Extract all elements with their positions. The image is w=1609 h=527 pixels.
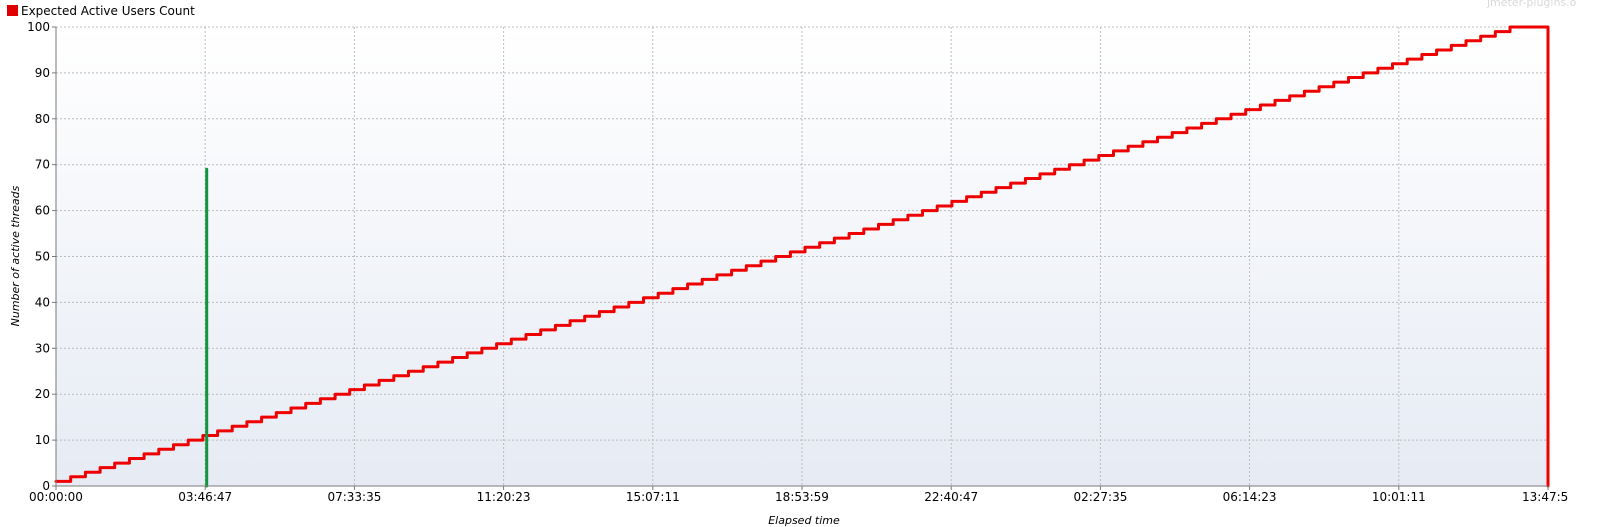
x-tick-label: 11:20:23 — [477, 490, 531, 504]
x-tick-label: 02:27:35 — [1073, 490, 1127, 504]
watermark: jmeter-plugins.o — [1486, 0, 1577, 9]
x-tick-label: 00:00:00 — [29, 490, 83, 504]
legend-label: Expected Active Users Count — [21, 4, 195, 18]
legend-swatch — [7, 5, 18, 16]
y-tick-label: 70 — [35, 158, 50, 172]
x-tick-label: 22:40:47 — [924, 490, 978, 504]
x-tick-label: 06:14:23 — [1223, 490, 1277, 504]
y-tick-label: 0 — [42, 479, 50, 493]
y-tick-label: 10 — [35, 433, 50, 447]
x-tick-label: 13:47:5 — [1522, 490, 1568, 504]
x-tick-label: 15:07:11 — [626, 490, 680, 504]
x-axis-title: Elapsed time — [768, 514, 840, 527]
y-axis-title: Number of active threads — [9, 185, 22, 326]
y-tick-label: 20 — [35, 387, 50, 401]
series-layer — [54, 25, 1550, 488]
x-tick-label: 18:53:59 — [775, 490, 829, 504]
y-tick-label: 50 — [35, 250, 50, 264]
axes: 0 10 20 30 40 50 60 70 80 90 100 00:00:00 03:46:47 07… — [27, 20, 1568, 504]
x-tick-label: 03:46:47 — [178, 490, 232, 504]
grid — [56, 26, 1549, 487]
expected-users-line — [54, 25, 1550, 488]
y-tick-label: 90 — [35, 66, 50, 80]
x-tick-label: 07:33:35 — [327, 490, 381, 504]
y-tick-label: 60 — [35, 204, 50, 218]
y-tick-label: 100 — [27, 20, 50, 34]
y-tick-label: 80 — [35, 112, 50, 126]
y-tick-label: 30 — [35, 341, 50, 355]
y-tick-label: 40 — [35, 295, 50, 309]
x-tick-label: 10:01:11 — [1372, 490, 1426, 504]
